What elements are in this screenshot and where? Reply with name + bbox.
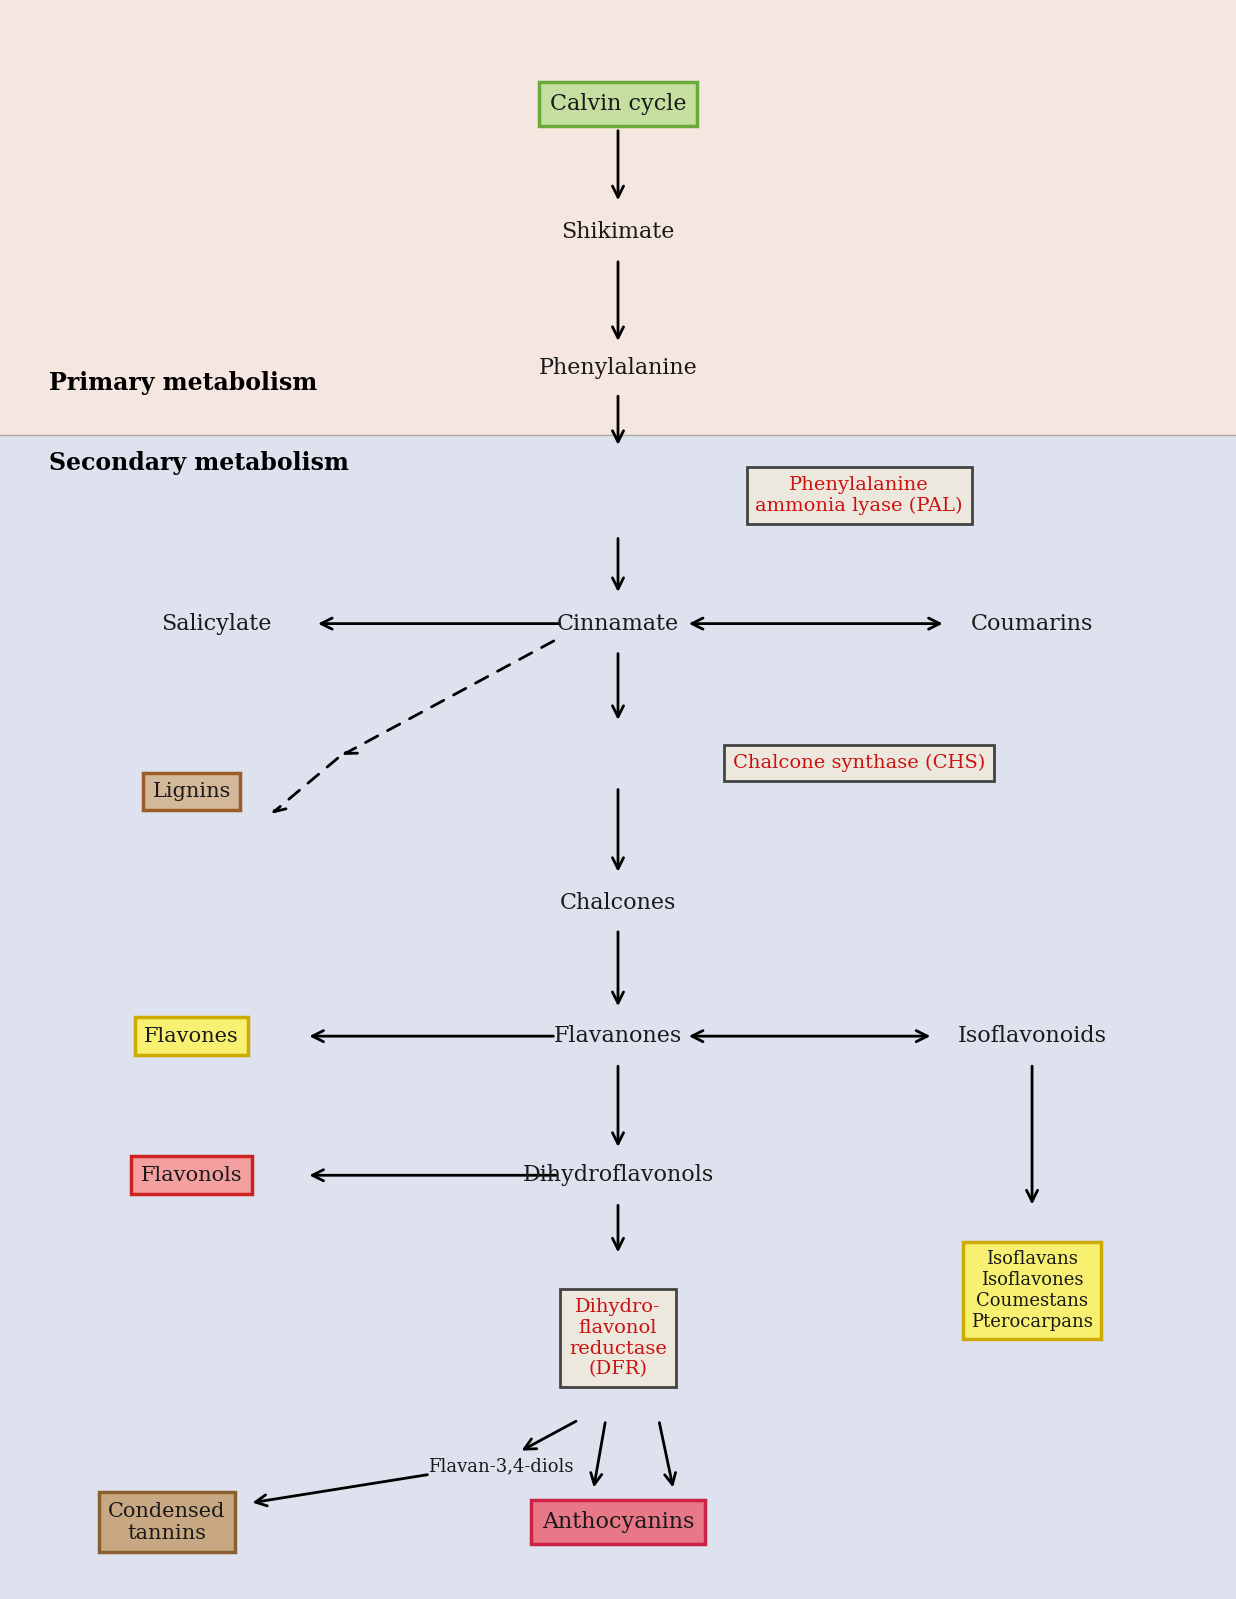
Text: Anthocyanins: Anthocyanins (541, 1511, 695, 1533)
Text: Chalcone synthase (CHS): Chalcone synthase (CHS) (733, 753, 985, 772)
Text: Phenylalanine: Phenylalanine (539, 357, 697, 379)
Text: Shikimate: Shikimate (561, 221, 675, 243)
Text: Isoflavans
Isoflavones
Coumestans
Pterocarpans: Isoflavans Isoflavones Coumestans Pteroc… (971, 1250, 1093, 1330)
Text: Flavonols: Flavonols (141, 1166, 242, 1185)
Bar (0, 435, 1236, 1599)
Text: Flavones: Flavones (145, 1027, 239, 1046)
Bar (0, 0, 1236, 435)
Text: Secondary metabolism: Secondary metabolism (49, 451, 350, 475)
Text: Isoflavonoids: Isoflavonoids (958, 1025, 1106, 1047)
Text: Flavan-3,4-diols: Flavan-3,4-diols (428, 1457, 574, 1476)
Text: Dihydro-
flavonol
reductase
(DFR): Dihydro- flavonol reductase (DFR) (569, 1298, 667, 1378)
Text: Salicylate: Salicylate (161, 612, 272, 635)
Text: Dihydroflavonols: Dihydroflavonols (523, 1164, 713, 1186)
Text: Phenylalanine
ammonia lyase (PAL): Phenylalanine ammonia lyase (PAL) (755, 477, 963, 515)
Text: Calvin cycle: Calvin cycle (550, 93, 686, 115)
Text: Chalcones: Chalcones (560, 892, 676, 915)
Text: Condensed
tannins: Condensed tannins (109, 1501, 225, 1543)
Text: Lignins: Lignins (152, 782, 231, 801)
Text: Primary metabolism: Primary metabolism (49, 371, 318, 395)
Text: Flavanones: Flavanones (554, 1025, 682, 1047)
Text: Cinnamate: Cinnamate (557, 612, 679, 635)
Text: Coumarins: Coumarins (970, 612, 1094, 635)
